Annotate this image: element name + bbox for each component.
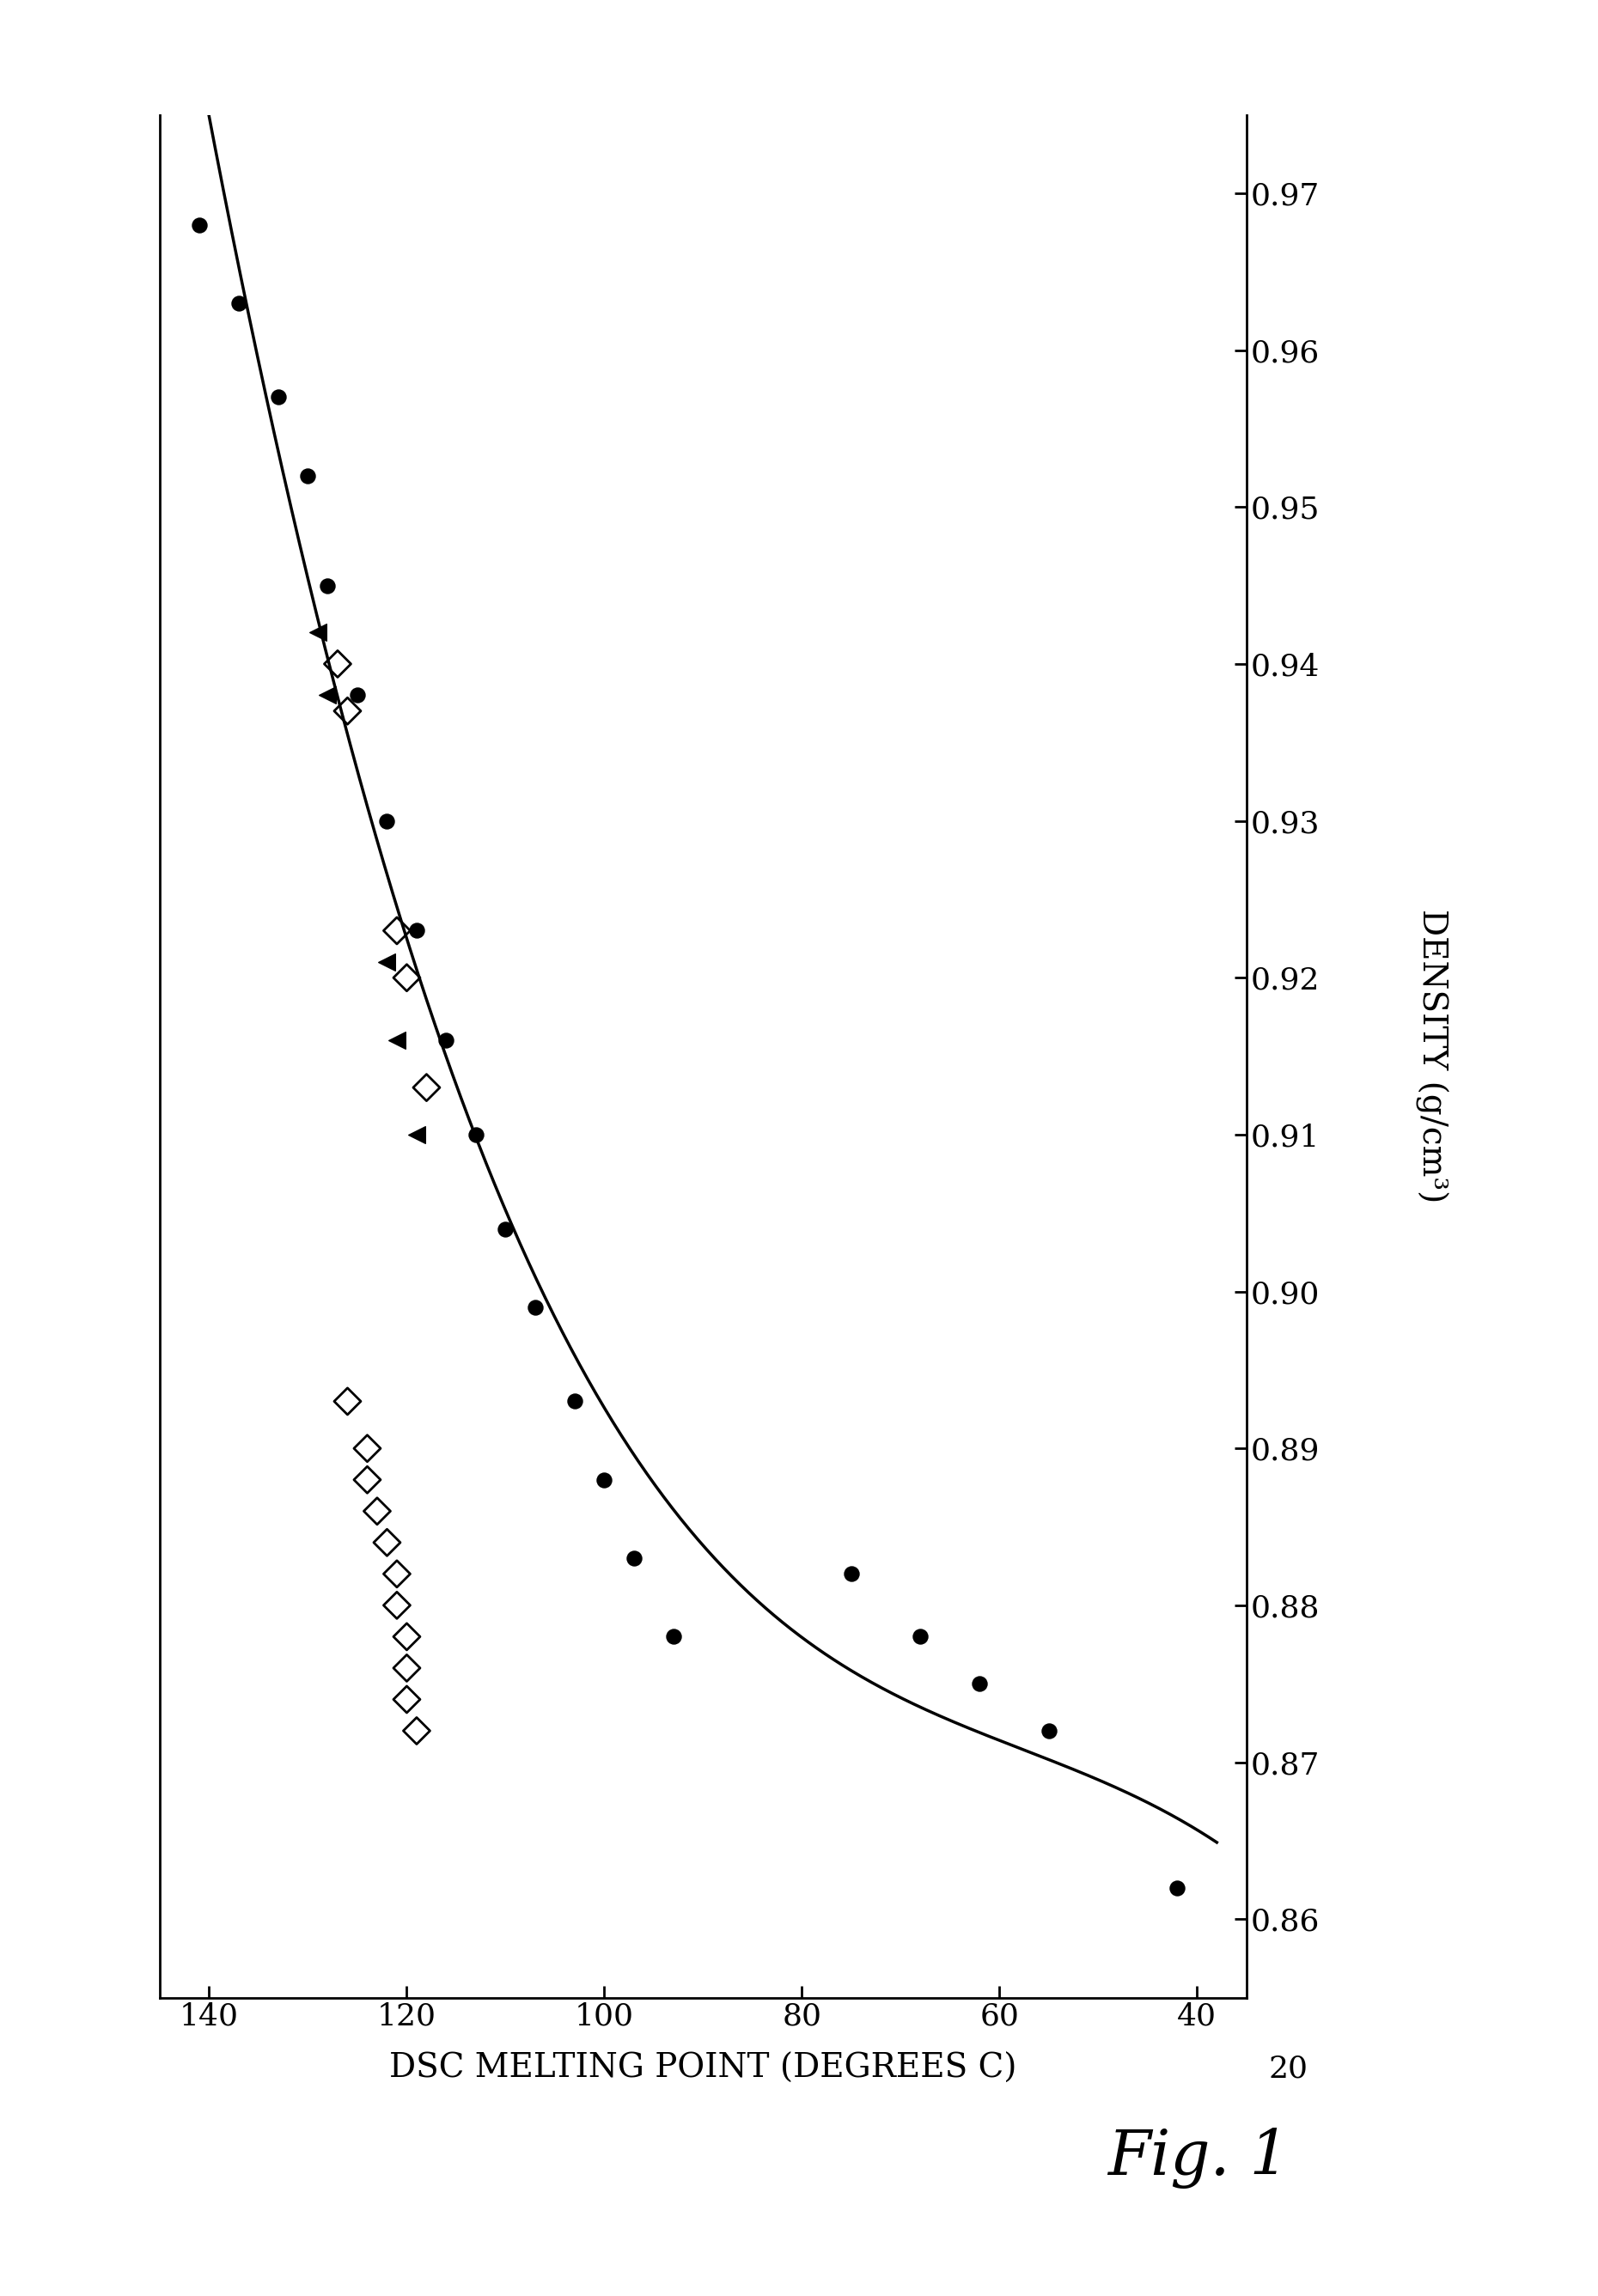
X-axis label: DSC MELTING POINT (DEGREES C): DSC MELTING POINT (DEGREES C) [390,2053,1016,2085]
Point [523,1288,548,1325]
Point [265,379,291,416]
Point [1165,1869,1191,1906]
Point [334,693,360,730]
Point [296,457,321,494]
Point [395,1681,420,1717]
Point [374,1525,400,1561]
Point [384,912,409,948]
Point [315,677,340,714]
Point [622,1541,647,1577]
Point [562,1382,588,1419]
Y-axis label: DENSITY (g/cm³): DENSITY (g/cm³) [1416,909,1448,1203]
Point [492,1210,518,1247]
Point [324,645,350,682]
Point [1036,1713,1061,1750]
Point [225,285,251,321]
Point [384,1554,409,1591]
Point [345,677,371,714]
Point [404,1713,430,1750]
Text: Fig. 1: Fig. 1 [1107,2128,1290,2188]
Point [463,1116,489,1153]
Point [908,1619,933,1655]
Point [364,1492,390,1529]
Point [355,1460,380,1497]
Point [315,567,340,604]
Point [404,1116,430,1153]
Point [305,613,331,650]
Point [433,1022,459,1058]
Point [374,801,400,838]
Point [414,1070,439,1107]
Point [334,1382,360,1419]
Point [384,1587,409,1623]
Point [355,1430,380,1467]
Point [395,960,420,996]
Point [395,1649,420,1685]
Point [395,1619,420,1655]
Point [374,944,400,980]
Point [384,1022,409,1058]
Point [660,1619,686,1655]
Point [967,1665,992,1701]
Point [839,1554,865,1591]
Point [404,912,430,948]
Text: 20: 20 [1269,2055,1307,2082]
Point [591,1460,617,1497]
Point [187,207,213,243]
